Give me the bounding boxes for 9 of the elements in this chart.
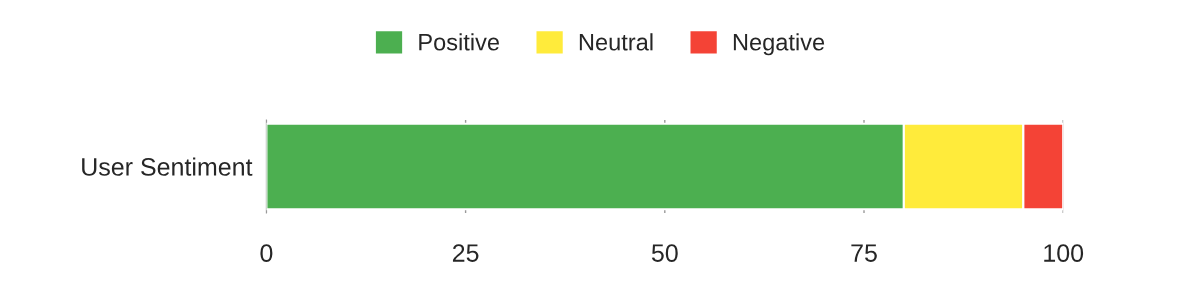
x-tick-label: 100: [1044, 244, 1084, 262]
legend-label: Positive: [419, 33, 499, 51]
x-tick-label: 75: [851, 244, 877, 262]
legend-label: Negative: [733, 33, 825, 56]
x-tick-label: 25: [452, 244, 479, 262]
x-tick-label: 0: [260, 244, 273, 262]
legend-label: Neutral: [579, 33, 653, 51]
x-tick-label: 50: [651, 244, 678, 262]
y-tick-label: User Sentiment: [82, 157, 253, 176]
